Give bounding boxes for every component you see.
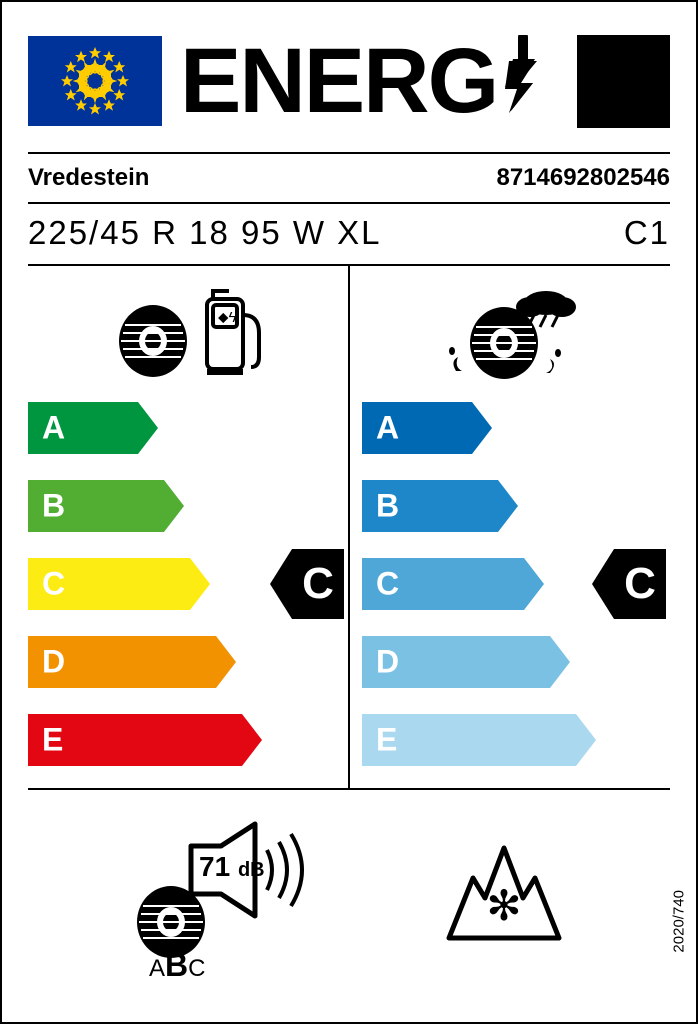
rating-row-a: A — [28, 396, 348, 460]
wet-grip-icon — [350, 280, 670, 386]
energy-title: ENERG — [180, 35, 543, 128]
rating-row-b: B — [350, 474, 670, 538]
fuel-efficiency-chart: ⬥ϟ ABCCDE — [28, 266, 350, 788]
rating-row-c: CC — [28, 552, 348, 616]
tyre-class: C1 — [624, 214, 670, 252]
rating-letter: D — [42, 644, 65, 681]
selected-rating-badge: C — [592, 549, 666, 619]
rating-letter: B — [376, 488, 399, 525]
snow-grip-icon: ✻ — [439, 828, 569, 963]
bottom-section: 71 dB ABC ✻ 2020/740 — [28, 788, 670, 1000]
rating-letter: C — [376, 566, 399, 603]
rating-letter: A — [376, 410, 399, 447]
tyre-size: 225/45 R 18 95 W XL — [28, 214, 382, 252]
rating-row-d: D — [350, 630, 670, 694]
rating-row-d: D — [28, 630, 348, 694]
info-row-1: Vredestein 8714692802546 — [28, 152, 670, 192]
regulation-number: 2020/740 — [671, 890, 688, 953]
rating-letter: D — [376, 644, 399, 681]
energy-text: ENERG — [180, 35, 497, 127]
eu-flag — [28, 36, 162, 126]
rating-row-e: E — [28, 708, 348, 772]
wet-grip-chart: ABCCDE — [350, 266, 670, 788]
rating-letter: B — [42, 488, 65, 525]
rating-letter: E — [42, 722, 63, 759]
noise-section: 71 dB ABC — [129, 820, 359, 970]
svg-text:⬥ϟ: ⬥ϟ — [218, 309, 237, 326]
bolt-icon — [503, 35, 543, 128]
rating-letter: C — [42, 566, 65, 603]
selected-rating-badge: C — [270, 549, 344, 619]
manufacturer: Vredestein — [28, 164, 149, 192]
header: ENERG — [28, 28, 670, 134]
qr-code — [577, 35, 670, 128]
eu-tyre-label: ENERG — [0, 0, 698, 1024]
charts: ⬥ϟ ABCCDE — [28, 264, 670, 788]
fuel-icon: ⬥ϟ — [28, 280, 348, 386]
svg-text:✻: ✻ — [486, 882, 521, 929]
rating-row-a: A — [350, 396, 670, 460]
ean: 8714692802546 — [496, 164, 670, 192]
rating-letter: A — [42, 410, 65, 447]
rating-row-e: E — [350, 708, 670, 772]
rating-row-c: CC — [350, 552, 670, 616]
rating-row-b: B — [28, 474, 348, 538]
info-row-2: 225/45 R 18 95 W XL C1 — [28, 202, 670, 252]
rating-letter: E — [376, 722, 397, 759]
